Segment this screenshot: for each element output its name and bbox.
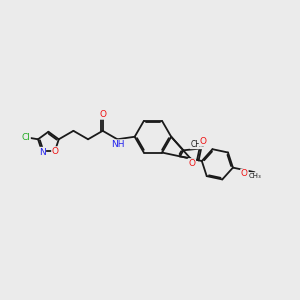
Text: O: O [188, 159, 195, 168]
Text: NH: NH [111, 140, 125, 149]
Text: O: O [241, 169, 248, 178]
Text: O: O [52, 147, 59, 156]
Text: N: N [39, 148, 45, 157]
Text: CH₃: CH₃ [248, 173, 261, 179]
Text: O: O [99, 110, 106, 119]
Text: O: O [200, 137, 206, 146]
Text: Cl: Cl [21, 133, 30, 142]
Text: CH₃: CH₃ [190, 140, 205, 148]
